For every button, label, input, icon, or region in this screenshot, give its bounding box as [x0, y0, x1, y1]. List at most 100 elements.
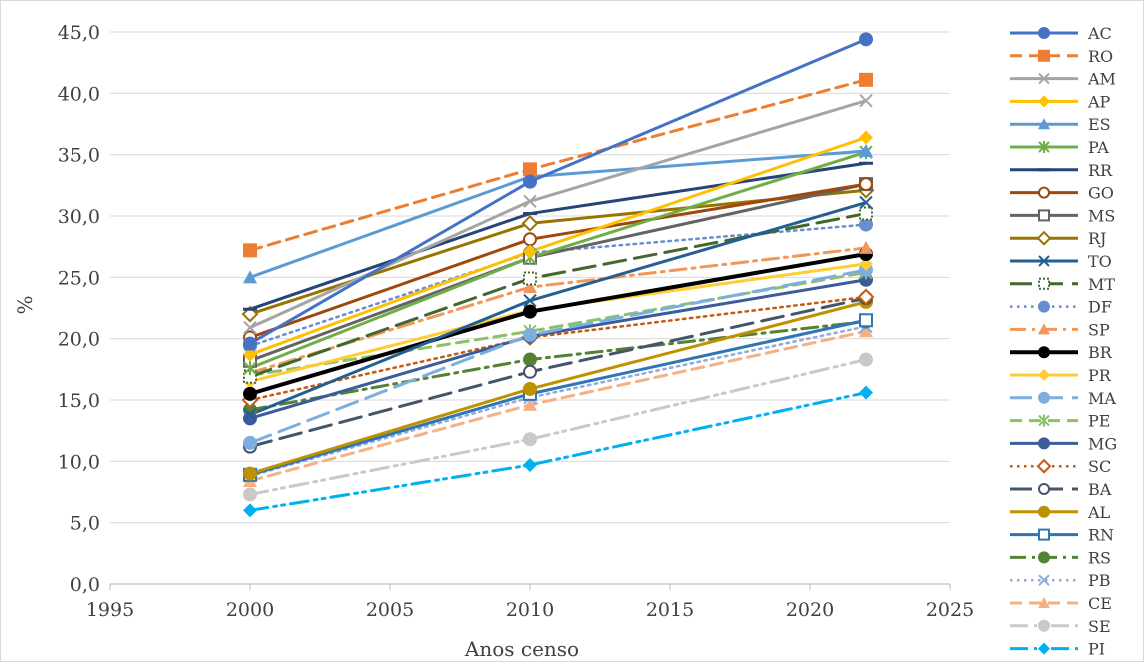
legend-label: PE — [1088, 412, 1110, 431]
data-point — [1038, 49, 1050, 62]
data-point-pi — [859, 385, 873, 400]
data-point — [1038, 574, 1050, 586]
legend-item-ms: MS — [1010, 206, 1115, 225]
data-point-pa — [243, 361, 257, 376]
legend-item-rn: RN — [1010, 526, 1114, 545]
legend-item-rr: RR — [1010, 161, 1113, 180]
data-point-ro — [243, 243, 257, 258]
legend-item-al: AL — [1010, 503, 1111, 522]
x-tick-label: 1995 — [86, 599, 134, 621]
legend-item-ro: RO — [1010, 47, 1113, 66]
legend-label: AM — [1087, 70, 1116, 89]
data-point-am — [243, 320, 257, 335]
legend-label: TO — [1088, 252, 1112, 271]
data-point — [1038, 72, 1050, 85]
data-point-mt — [523, 271, 537, 286]
data-point-ce — [523, 397, 537, 411]
legend-label: RS — [1088, 548, 1111, 567]
legend-item-ap: AP — [1010, 92, 1111, 111]
legend-label: PR — [1088, 366, 1112, 385]
series-markers — [241, 32, 875, 518]
x-tick-label: 2000 — [226, 599, 274, 621]
data-point — [1038, 300, 1050, 313]
x-tick-label: 2020 — [786, 599, 834, 621]
data-point-df — [859, 217, 873, 232]
data-point-pi — [523, 458, 537, 473]
data-point — [1038, 391, 1050, 404]
y-tick-label: 5,0 — [70, 513, 100, 535]
legend-item-mg: MG — [1010, 434, 1117, 453]
legend-item-to: TO — [1010, 252, 1112, 271]
legend-item-ac: AC — [1010, 24, 1112, 43]
legend-item-am: AM — [1010, 70, 1116, 89]
data-point-go — [523, 232, 537, 247]
data-point-go — [859, 177, 873, 192]
data-point-ac — [243, 336, 257, 351]
data-point — [1038, 346, 1050, 359]
data-point-se — [243, 487, 257, 502]
x-tick-label: 2015 — [646, 599, 694, 621]
data-point-to — [243, 408, 257, 422]
x-tick-label: 2025 — [926, 599, 974, 621]
legend-item-ba: BA — [1010, 480, 1112, 499]
x-tick-label: 2005 — [366, 599, 414, 621]
data-point-pr — [859, 256, 873, 271]
data-point-ma — [243, 435, 257, 450]
data-point — [1038, 528, 1050, 541]
x-tick-label: 2010 — [506, 599, 554, 621]
data-point-ap — [243, 347, 257, 362]
data-point — [1038, 642, 1050, 655]
legend-item-rs: RS — [1010, 548, 1111, 567]
legend-item-ce: CE — [1010, 594, 1112, 613]
legend-label: MT — [1088, 275, 1115, 294]
data-point-br — [523, 304, 537, 319]
data-point-se — [523, 432, 537, 447]
data-point — [1036, 230, 1052, 246]
y-tick-label: 45,0 — [58, 22, 100, 44]
legend-item-pb: PB — [1010, 571, 1111, 590]
data-point-sc — [857, 288, 875, 306]
data-point-ro — [859, 72, 873, 87]
legend-label: AC — [1087, 24, 1112, 43]
series-line-pe — [248, 270, 868, 377]
data-point-br — [243, 386, 257, 401]
data-point-es — [243, 270, 257, 284]
y-tick-label: 15,0 — [58, 390, 100, 412]
data-point — [1038, 619, 1050, 632]
legend-item-go: GO — [1010, 184, 1114, 203]
legend-label: SC — [1088, 457, 1111, 476]
y-tick-label: 30,0 — [58, 206, 100, 228]
data-point — [1038, 277, 1050, 290]
data-point-am — [859, 93, 873, 108]
legend-label: SP — [1088, 320, 1110, 339]
y-tick-label: 0,0 — [70, 574, 100, 596]
legend-item-pi: PI — [1010, 640, 1105, 659]
legend-label: PI — [1088, 640, 1105, 659]
series-line-se — [248, 358, 868, 496]
data-point-ma — [523, 327, 537, 342]
legend-label: ES — [1088, 115, 1111, 134]
y-tick-label: 40,0 — [58, 83, 100, 105]
axes: 0,0 5,0 10,0 15,0 20,0 25,0 30,0 35,0 40,0 45,0 19… — [58, 22, 974, 621]
legend-label: AL — [1087, 503, 1111, 522]
data-point-to — [859, 195, 873, 210]
data-point-rs — [523, 352, 537, 367]
legend-item-pr: PR — [1010, 366, 1112, 385]
data-point-ro — [523, 162, 537, 177]
data-point-ba — [523, 364, 537, 379]
data-point — [1038, 323, 1050, 335]
y-tick-label: 35,0 — [58, 145, 100, 167]
legend-item-ma: MA — [1010, 389, 1116, 408]
data-point — [1038, 27, 1050, 39]
legend-label: AP — [1087, 92, 1111, 111]
legend-label: RO — [1088, 47, 1113, 66]
data-point — [1038, 414, 1050, 427]
legend-item-sp: SP — [1010, 320, 1110, 339]
data-point-al — [243, 466, 257, 481]
data-point-ap — [859, 130, 873, 145]
data-point — [1038, 369, 1050, 381]
data-point-al — [523, 381, 537, 396]
data-point-mg — [243, 411, 257, 426]
